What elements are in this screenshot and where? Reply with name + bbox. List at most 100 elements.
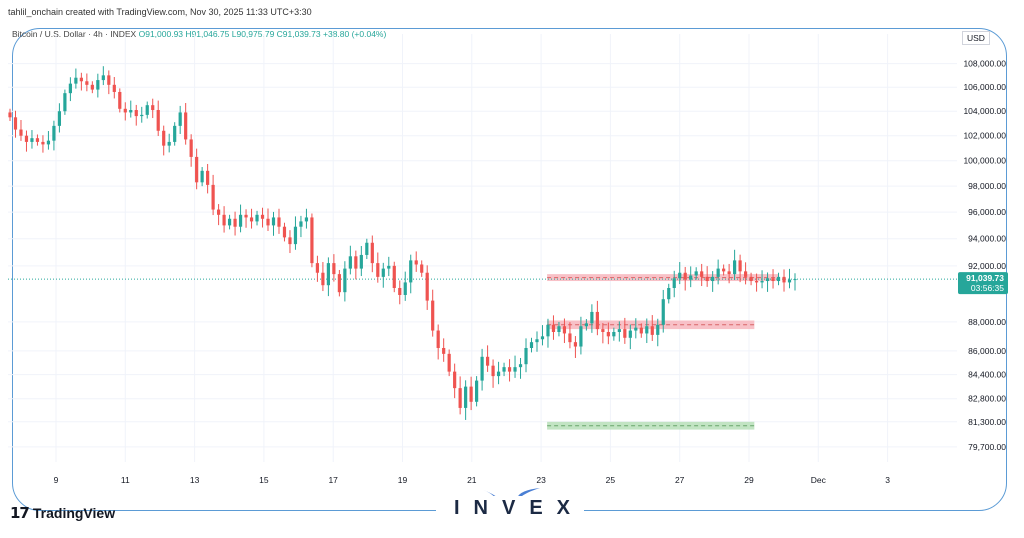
candle-body: [343, 268, 347, 293]
candle-body: [705, 276, 709, 282]
candle-body: [464, 386, 468, 408]
candle-body: [381, 268, 385, 277]
candle-body: [551, 324, 556, 332]
candle-body: [513, 367, 517, 372]
candle-body: [392, 265, 396, 288]
candle-body: [584, 323, 588, 327]
candle-body: [233, 218, 237, 227]
tradingview-wordmark: TradingView: [32, 505, 116, 521]
candle-body: [722, 268, 726, 272]
invex-logo-background: [436, 496, 584, 526]
current-price-badge: [958, 272, 1008, 295]
x-tick-label: 25: [606, 475, 616, 485]
candle-body: [222, 214, 226, 226]
candle-body: [211, 184, 215, 210]
candle-body: [656, 324, 660, 335]
y-tick-label: 86,000.00: [968, 346, 1006, 356]
candle-body: [206, 170, 210, 185]
candle-body: [288, 237, 292, 245]
x-tick-label: 21: [467, 475, 477, 485]
y-tick-label: 96,000.00: [968, 207, 1006, 217]
current-price-value: 91,039.73: [966, 273, 1004, 283]
candle-body: [13, 117, 18, 130]
candle-body: [667, 287, 671, 300]
candle-body: [46, 140, 51, 145]
candle-body: [200, 170, 204, 183]
bar-countdown: 03:56:35: [971, 283, 1004, 293]
x-tick-label: 13: [190, 475, 200, 485]
candle-body: [140, 114, 144, 117]
candle-body: [529, 342, 534, 348]
currency-selector[interactable]: USD: [962, 31, 990, 45]
change-value: +38.80 (+0.04%): [323, 29, 387, 39]
candle-body: [321, 272, 325, 286]
candle-body: [601, 329, 605, 332]
candle-body: [628, 330, 632, 338]
candle-body: [733, 260, 737, 275]
candle-body: [606, 331, 610, 337]
candle-body: [540, 336, 545, 340]
candle-body: [771, 278, 775, 282]
tradingview-mark-icon: 17: [10, 504, 30, 522]
candle-body: [436, 330, 440, 348]
y-tick-label: 82,800.00: [968, 394, 1006, 404]
candle-body: [502, 367, 506, 372]
tradingview-logo: 17 TradingView: [10, 504, 115, 522]
candle-body: [442, 347, 446, 354]
candle-body: [145, 105, 149, 115]
candle-body: [694, 271, 698, 276]
candle-body: [315, 263, 320, 273]
candle-body: [30, 138, 34, 142]
candle-body: [727, 271, 731, 275]
candle-body: [266, 218, 270, 226]
candle-body: [453, 371, 457, 389]
high-value: H91,046.75: [185, 29, 230, 39]
candle-body: [738, 260, 742, 272]
candle-body: [68, 83, 72, 94]
candle-body: [277, 217, 281, 227]
candle-body: [156, 110, 160, 131]
candle-body: [458, 388, 462, 408]
candle-body: [96, 80, 100, 90]
candle-body: [475, 380, 479, 402]
candle-body: [678, 272, 682, 279]
candle-body: [793, 279, 797, 281]
candle-body: [782, 276, 786, 283]
candle-body: [184, 112, 188, 140]
candle-body: [639, 327, 643, 334]
candle-body: [195, 156, 199, 183]
x-tick-label: 27: [675, 475, 685, 485]
candle-body: [661, 299, 665, 325]
candle-body: [238, 214, 243, 227]
y-tick-label: 108,000.00: [963, 59, 1006, 69]
symbol-name: Bitcoin / U.S. Dollar · 4h · INDEX: [12, 29, 137, 39]
candle-body: [573, 342, 578, 347]
candle-body: [496, 371, 501, 377]
close-value: C91,039.73: [276, 29, 321, 39]
candle-body: [557, 326, 561, 332]
candle-body: [672, 278, 676, 288]
candle-body: [365, 242, 369, 255]
y-tick-label: 104,000.00: [963, 106, 1006, 116]
chart-header: tahlil_onchain created with TradingView.…: [8, 7, 312, 17]
x-tick-label: Dec: [811, 475, 827, 485]
y-tick-label: 100,000.00: [963, 156, 1006, 166]
y-tick-label: 98,000.00: [968, 181, 1006, 191]
candle-body: [546, 324, 550, 337]
x-tick-label: 29: [744, 475, 754, 485]
candle-body: [579, 326, 583, 347]
x-tick-label: 3: [885, 475, 890, 485]
candle-body: [112, 84, 116, 92]
candle-body: [590, 311, 594, 324]
candle-body: [765, 278, 770, 282]
candle-body: [485, 356, 490, 366]
candle-body: [518, 364, 523, 368]
candle-body: [634, 327, 638, 331]
x-tick-label: 17: [328, 475, 338, 485]
x-tick-label: 11: [121, 475, 130, 485]
candle-body: [645, 326, 649, 334]
candle-body: [469, 386, 473, 402]
resistance-zone: [547, 320, 755, 330]
candle-body: [650, 326, 654, 335]
candle-body: [260, 214, 265, 219]
